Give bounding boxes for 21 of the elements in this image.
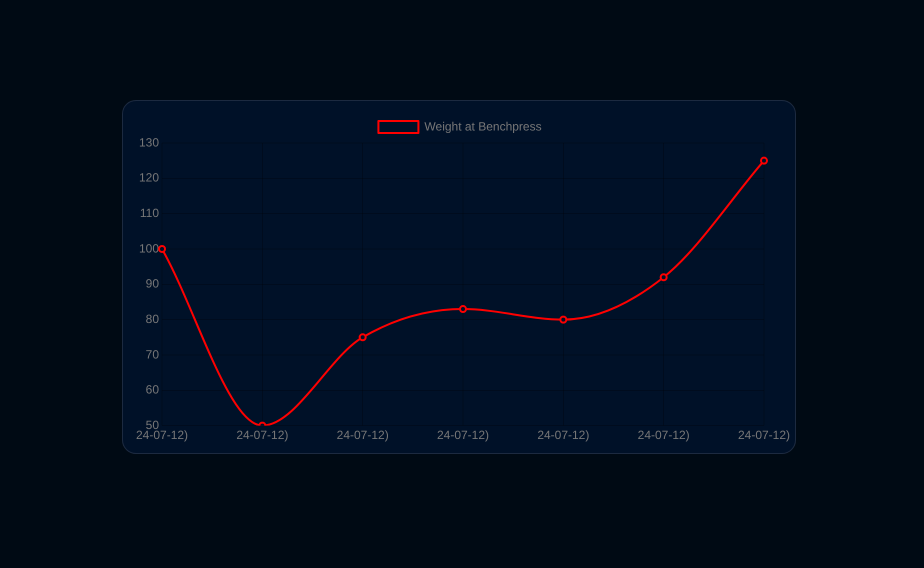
y-tick-label: 100 bbox=[138, 241, 160, 256]
y-tick-label: 90 bbox=[146, 276, 160, 291]
x-tick-label: 24-07-12) bbox=[638, 428, 690, 442]
y-tick-label: 110 bbox=[140, 206, 160, 220]
x-tick-label: 24-07-12) bbox=[336, 428, 389, 442]
x-tick-label: 24-07-12) bbox=[738, 428, 790, 442]
point bbox=[459, 305, 467, 314]
y-tick-label: 80 bbox=[146, 312, 160, 326]
y-tick-label: 60 bbox=[146, 382, 160, 397]
point bbox=[358, 333, 367, 342]
y-tick-label: 130 bbox=[138, 135, 160, 150]
y-tick-label: 120 bbox=[138, 170, 160, 185]
point bbox=[559, 316, 568, 324]
point bbox=[760, 156, 768, 165]
point bbox=[158, 244, 166, 253]
x-tick-label: 24-07-12) bbox=[236, 428, 288, 442]
point bbox=[660, 273, 668, 282]
x-tick-label: 24-07-12) bbox=[537, 428, 590, 442]
y-tick-label: 70 bbox=[146, 347, 160, 362]
x-tick-label: 24-07-12) bbox=[436, 428, 490, 442]
legend-label: Weight at Benchpress bbox=[424, 119, 542, 134]
